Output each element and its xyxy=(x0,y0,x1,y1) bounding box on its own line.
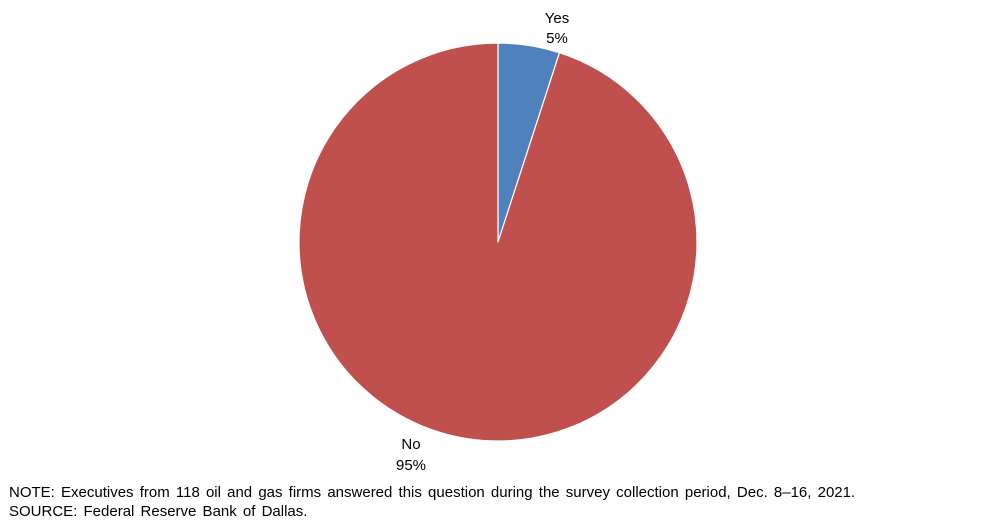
slice-value-label-yes: 5% xyxy=(546,30,568,47)
pie-chart: Yes 5% No 95% xyxy=(298,10,698,474)
pie-slice-no xyxy=(298,42,698,442)
note-text: NOTE: Executives from 118 oil and gas fi… xyxy=(9,484,856,501)
slice-value-label-no: 95% xyxy=(396,457,426,474)
footnotes: NOTE: Executives from 118 oil and gas fi… xyxy=(9,483,855,521)
slice-label-no: No xyxy=(401,436,420,453)
source-text: SOURCE: Federal Reserve Bank of Dallas. xyxy=(9,503,308,520)
slice-label-yes: Yes xyxy=(545,10,569,27)
